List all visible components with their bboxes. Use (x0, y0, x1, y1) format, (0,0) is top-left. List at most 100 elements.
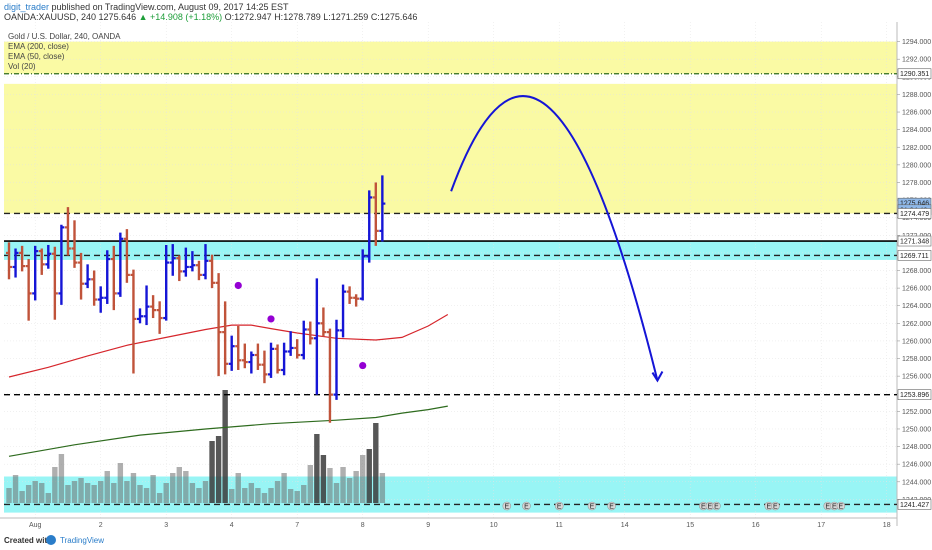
symbol-line: OANDA:XAUUSD, 240 1275.646 ▲ +14.908 (+1… (4, 12, 417, 22)
tradingview-brand[interactable]: TradingView (60, 536, 105, 545)
time-tick-label: 3 (164, 522, 168, 529)
ohlc-bar (189, 251, 196, 272)
price-tick-label: 1262.000 (902, 321, 931, 328)
event-label: E (832, 503, 837, 510)
ohlc-bar (379, 175, 386, 242)
yellow-zone-1 (4, 83, 897, 214)
volume-bar (137, 485, 143, 503)
volume-bar (117, 463, 124, 503)
legend-item-ema200[interactable]: EMA (200, close) (8, 42, 69, 51)
ohlc-bar (130, 269, 137, 374)
ohlc-bar (163, 244, 170, 321)
price-label-box (897, 208, 932, 219)
ohlc-bar (307, 321, 314, 345)
event-label: E (825, 503, 830, 510)
ohlc-bar (359, 249, 366, 301)
volume-bar (65, 485, 71, 503)
event-icon (712, 501, 721, 511)
price-tick-label: 1264.000 (902, 303, 931, 310)
author-name[interactable]: digit_trader (4, 2, 50, 12)
event-label: E (773, 503, 778, 510)
volume-bar (98, 481, 104, 503)
time-tick-label: 10 (490, 522, 498, 529)
ohlc-bar (320, 307, 327, 337)
time-tick-label: 9 (426, 522, 430, 529)
ohlc-bar (248, 351, 255, 374)
cyan-zone-2 (4, 241, 897, 260)
price-change: +14.908 (+1.18%) (150, 12, 223, 22)
volume-bar (170, 473, 176, 503)
volume-bar (255, 488, 261, 503)
ohlc-bar (281, 342, 288, 376)
event-icon (502, 501, 512, 511)
volume-bar (353, 471, 359, 503)
price-label-text: 1253.896 (900, 392, 929, 399)
projection-arrowhead (651, 371, 664, 383)
volume-bar (91, 485, 97, 503)
volume-bar (52, 467, 58, 503)
signal-dot (267, 315, 275, 323)
ohlc-bar (45, 244, 52, 269)
volume-bar (268, 488, 274, 503)
ema-200-line (8, 405, 448, 457)
volume-bar (163, 483, 169, 503)
ohlc-bar (84, 264, 91, 289)
ohlc-bar (91, 270, 98, 306)
event-label: E (557, 503, 562, 510)
tradingview-logo-icon (46, 535, 56, 545)
volume-bar (274, 481, 281, 503)
price-tick-label: 1294.000 (902, 39, 931, 46)
volume-bar (360, 455, 366, 503)
time-tick-label: 17 (817, 522, 825, 529)
volume-bar (156, 493, 163, 503)
volume-bar (248, 483, 255, 503)
event-icon (771, 501, 780, 511)
price-tick-label: 1288.000 (902, 92, 931, 99)
up-triangle-icon: ▲ (138, 12, 148, 22)
time-tick-label: 18 (883, 522, 891, 529)
price-axis: 1242.0001244.0001246.0001248.0001250.000… (897, 39, 932, 510)
legend-item-ema50[interactable]: EMA (50, close) (8, 52, 65, 61)
volume-bar (176, 467, 182, 503)
ohlc-high: H:1278.789 (274, 12, 321, 22)
ohlc-bar (215, 273, 222, 377)
volume-bar (320, 455, 327, 503)
volume-bar (19, 491, 25, 503)
volume-bar (287, 489, 294, 503)
ohlc-bar (241, 343, 248, 369)
price-label-box (897, 68, 932, 80)
volume-bar (111, 483, 117, 503)
volume-bar (229, 489, 235, 503)
last-price: 1275.646 (98, 12, 137, 22)
price-label-box (897, 235, 932, 247)
volume-bar (281, 473, 287, 503)
ohlc-bars-layer (6, 175, 386, 423)
time-tick-label: 4 (230, 522, 234, 529)
volume-bar (215, 436, 222, 503)
ohlc-bar (19, 245, 26, 272)
ohlc-bar (366, 190, 373, 263)
publish-info: digit_trader published on TradingView.co… (4, 2, 289, 12)
volume-layer (6, 390, 386, 503)
volume-bar (340, 467, 346, 503)
volume-bar (202, 481, 209, 503)
volume-bar (301, 485, 307, 503)
time-tick-label: 16 (752, 522, 760, 529)
ohlc-close: C:1275.646 (370, 12, 418, 22)
ema-layer (8, 313, 449, 457)
legend-item-vol[interactable]: Vol (20) (8, 62, 36, 71)
ohlc-bar (340, 284, 347, 338)
ohlc-bar (104, 250, 111, 304)
ohlc-bar (313, 278, 320, 395)
volume-bar (84, 483, 91, 503)
event-icon (522, 501, 531, 511)
event-label: E (708, 503, 713, 510)
price-label-box (897, 250, 932, 261)
price-tick-label: 1280.000 (902, 162, 931, 169)
volume-bar (143, 488, 150, 503)
time-tick-label: 14 (621, 522, 629, 529)
price-label-box (897, 389, 932, 400)
event-label: E (714, 503, 719, 510)
